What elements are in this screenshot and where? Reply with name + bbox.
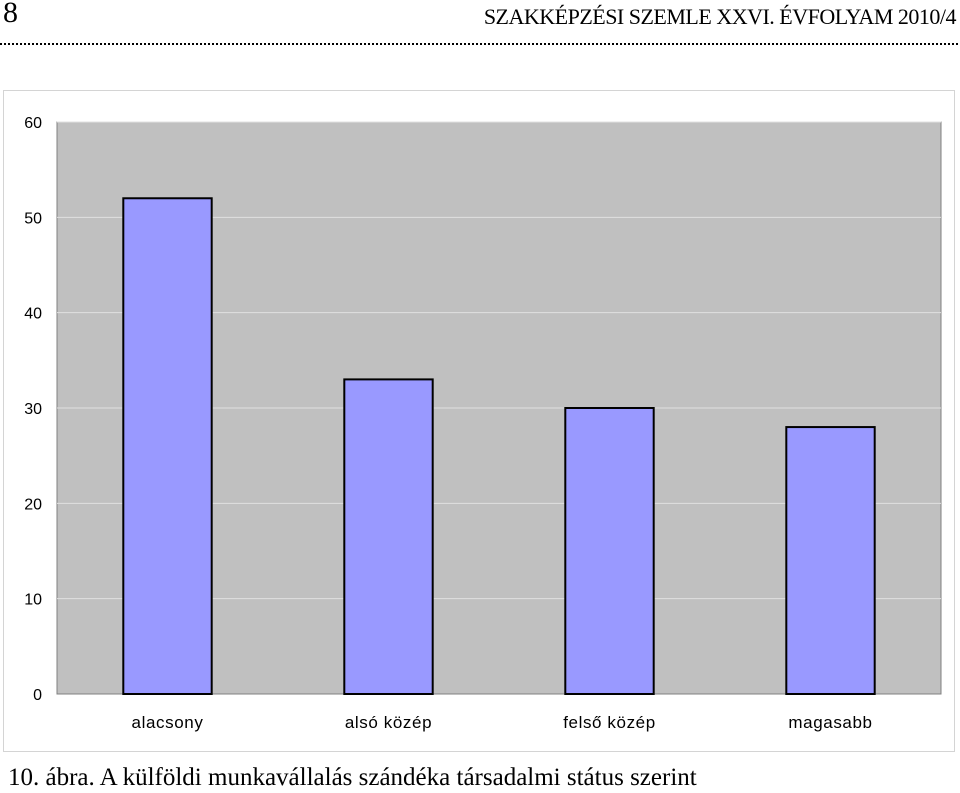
figure-number: 10. ábra. (8, 764, 95, 791)
y-tick-label: 50 (24, 210, 42, 227)
x-tick-label: alsó közép (345, 713, 432, 732)
running-header: SZAKKÉPZÉSI SZEMLE XXVI. ÉVFOLYAM 2010/4 (483, 4, 957, 29)
y-tick-label: 0 (33, 687, 42, 704)
bar-3 (564, 407, 655, 695)
x-tick-label: magasabb (788, 713, 872, 732)
x-axis: alacsony alsó közép felső közép magasabb (132, 713, 872, 732)
y-tick-label: 10 (24, 592, 42, 609)
bar-1 (122, 197, 213, 695)
bars (122, 197, 876, 695)
y-axis: 0 10 20 30 40 50 60 (24, 115, 42, 704)
header-divider (0, 43, 958, 45)
y-tick-label: 60 (24, 115, 42, 132)
bar-chart: 0 10 20 30 40 50 60 alacsony alsó közép felső kö… (24, 115, 942, 732)
y-tick-label: 40 (24, 306, 42, 323)
page-number: 8 (3, 0, 18, 29)
x-tick-label: alacsony (132, 713, 204, 732)
x-tick-label: felső közép (563, 713, 656, 732)
y-tick-label: 30 (24, 401, 42, 418)
bar-4 (785, 426, 876, 695)
chart-frame (3, 90, 955, 752)
bar-2 (343, 378, 434, 695)
figure-caption-text: A külföldi munkavállalás szándéka társad… (99, 764, 697, 791)
y-tick-label: 20 (24, 496, 42, 513)
figure-caption: 10. ábra. A külföldi munkavállalás szánd… (8, 764, 697, 792)
